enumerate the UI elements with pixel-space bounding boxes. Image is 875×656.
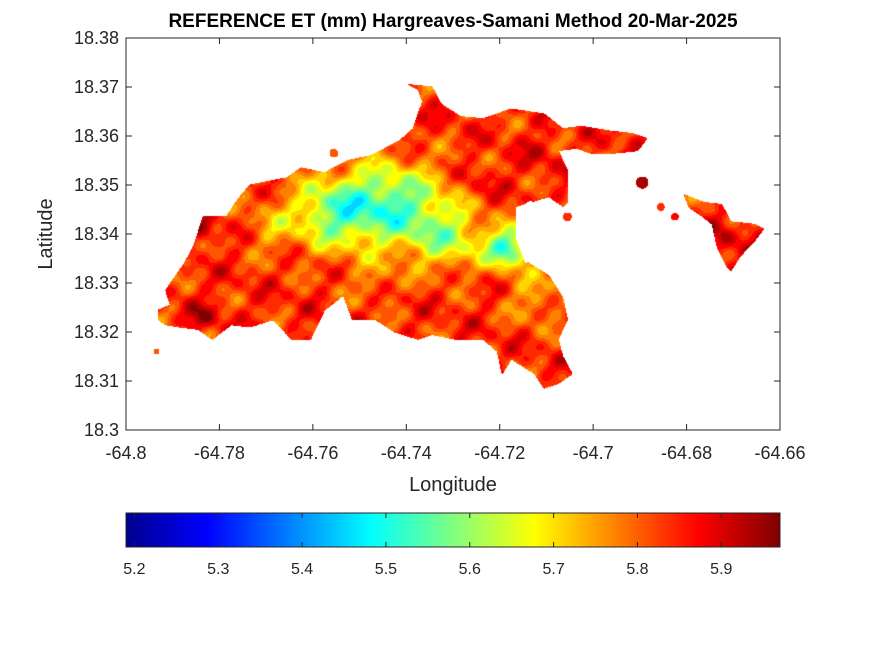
x-tick-label: -64.8 (105, 443, 146, 463)
colorbar: 5.2 5.3 5.4 5.5 5.6 5.7 5.8 5.9 (123, 512, 781, 578)
x-tick-label: -64.7 (573, 443, 614, 463)
x-tick-label: -64.78 (194, 443, 245, 463)
colorbar-tick-label: 5.3 (207, 561, 229, 578)
colorbar-tick-label: 5.7 (542, 561, 564, 578)
chart-title: REFERENCE ET (mm) Hargreaves-Samani Meth… (168, 11, 738, 32)
colorbar-tick-label: 5.4 (291, 561, 313, 578)
x-tick-label: -64.68 (661, 443, 712, 463)
y-tick-label: 18.33 (74, 273, 119, 293)
colorbar-ticks: 5.2 5.3 5.4 5.5 5.6 5.7 5.8 5.9 (123, 513, 733, 578)
et-raster (126, 38, 780, 430)
x-axis-label: Longitude (409, 474, 497, 496)
y-axis-label: Latitude (35, 198, 57, 269)
colorbar-tick-label: 5.6 (459, 561, 481, 578)
x-tick-label: -64.66 (754, 443, 805, 463)
y-tick-label: 18.38 (74, 28, 119, 48)
colorbar-tick-label: 5.8 (626, 561, 648, 578)
y-tick-label: 18.31 (74, 371, 119, 391)
y-axis: 18.3 18.31 18.32 18.33 18.34 18.35 18.36 18.37 1… (74, 28, 780, 440)
y-tick-label: 18.37 (74, 77, 119, 97)
y-tick-label: 18.3 (84, 420, 119, 440)
x-tick-label: -64.74 (381, 443, 432, 463)
colorbar-tick-label: 5.5 (375, 561, 397, 578)
x-tick-label: -64.76 (287, 443, 338, 463)
et-heatmap-image (126, 38, 780, 430)
x-tick-label: -64.72 (474, 443, 525, 463)
y-tick-label: 18.36 (74, 126, 119, 146)
colorbar-gradient (125, 512, 781, 548)
colorbar-tick-label: 5.2 (123, 561, 145, 578)
colorbar-tick-label: 5.9 (710, 561, 732, 578)
y-tick-label: 18.35 (74, 175, 119, 195)
y-tick-label: 18.34 (74, 224, 119, 244)
x-axis: -64.8 -64.78 -64.76 -64.74 -64.72 -64.7 -64.68… (105, 38, 806, 463)
y-tick-label: 18.32 (74, 322, 119, 342)
